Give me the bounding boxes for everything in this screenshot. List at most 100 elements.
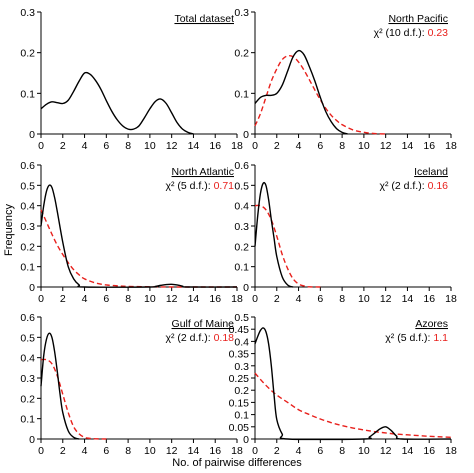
y-tick-label: 0.4: [20, 353, 35, 365]
observed-distribution-line: [254, 181, 294, 288]
y-tick-label: 0.25: [229, 373, 250, 385]
y-tick-label: 0.15: [229, 397, 250, 409]
x-tick-label: 12: [166, 445, 178, 457]
x-tick-label: 6: [317, 293, 323, 305]
panel-gulf-of-maine: 0 2 4 6 8 10 12 14 16 18 0 0.1 0.2 0.3 0.4 0.5 0.6 Gulf o…: [20, 312, 243, 457]
panel-total-dataset: 0 2 4 6 8 10 12 14 16 18 0 0.1 0.2 0.3 Total dataset: [20, 7, 243, 152]
y-tick-label: 0.5: [234, 180, 249, 192]
x-tick-label: 10: [144, 293, 156, 305]
y-tick-label: 0.6: [20, 160, 35, 172]
panel-title: Gulf of Maine: [172, 318, 235, 330]
y-tick-label: 0.3: [234, 7, 249, 19]
y-tick-label: 0.5: [20, 332, 35, 344]
chi-square-label: χ² (2 d.f.):: [165, 332, 213, 344]
observed-distribution-line: [254, 49, 348, 135]
x-tick-label: 4: [296, 445, 302, 457]
x-tick-label: 14: [402, 140, 414, 152]
y-tick-label: 0.4: [20, 201, 35, 213]
panel-title: Azores: [415, 318, 448, 330]
x-tick-label: 10: [144, 140, 156, 152]
y-tick-label: 0.6: [20, 312, 35, 324]
x-tick-label: 8: [125, 140, 131, 152]
y-tick-label: 0.1: [234, 262, 249, 274]
y-tick-label: 0.3: [20, 373, 35, 385]
y-tick-label: 0.1: [234, 88, 249, 100]
y-tick-label: 0.2: [234, 241, 249, 253]
x-tick-label: 8: [339, 293, 345, 305]
x-tick-label: 2: [60, 445, 66, 457]
x-tick-label: 12: [380, 140, 392, 152]
x-tick-label: 18: [445, 140, 457, 152]
x-tick-label: 0: [38, 445, 44, 457]
x-tick-label: 6: [103, 445, 109, 457]
x-tick-label: 10: [358, 140, 370, 152]
y-tick-label: 0.3: [20, 7, 35, 19]
y-tick-label: 0: [243, 434, 249, 446]
y-tick-label: 0.35: [229, 349, 250, 361]
x-tick-label: 0: [252, 293, 258, 305]
chi-square-statistic: χ² (2 d.f.): 0.16: [379, 180, 448, 192]
chi-square-statistic: χ² (5 d.f.): 0.71: [165, 180, 234, 192]
x-tick-label: 8: [125, 445, 131, 457]
observed-distribution-line: [40, 71, 194, 135]
x-tick-label: 0: [38, 293, 44, 305]
x-tick-label: 6: [317, 445, 323, 457]
x-tick-label: 2: [274, 293, 280, 305]
chi-square-label: χ² (5 d.f.):: [165, 180, 213, 192]
y-tick-label: 0.4: [234, 336, 249, 348]
x-tick-label: 4: [82, 293, 88, 305]
x-tick-label: 0: [252, 140, 258, 152]
y-tick-label: 0: [29, 434, 35, 446]
x-tick-label: 8: [339, 445, 345, 457]
x-tick-label: 14: [402, 293, 414, 305]
y-tick-label: 0.2: [234, 385, 249, 397]
y-tick-label: 0.1: [20, 88, 35, 100]
panel-north-atlantic: 0 2 4 6 8 10 12 14 16 18 0 0.1 0.2 0.3 0.4 0.5 0.6 North …: [20, 160, 243, 305]
x-tick-label: 2: [60, 140, 66, 152]
chi-square-value: 0.23: [428, 27, 449, 39]
x-tick-label: 4: [82, 445, 88, 457]
y-axis-label: Frequency: [3, 204, 15, 256]
x-tick-label: 16: [423, 293, 435, 305]
y-tick-label: 0.2: [20, 241, 35, 253]
y-tick-label: 0.4: [234, 201, 249, 213]
x-tick-label: 10: [358, 445, 370, 457]
x-tick-label: 6: [103, 140, 109, 152]
chi-square-statistic: χ² (10 d.f.): 0.23: [374, 27, 449, 39]
x-tick-label: 8: [339, 140, 345, 152]
chi-square-value: 0.16: [428, 180, 449, 192]
chi-square-value: 0.71: [214, 180, 235, 192]
x-tick-label: 14: [402, 445, 414, 457]
y-tick-label: 0.1: [20, 262, 35, 274]
x-tick-label: 16: [209, 140, 221, 152]
x-tick-label: 12: [166, 293, 178, 305]
x-tick-label: 14: [188, 445, 200, 457]
y-tick-label: 0.5: [20, 180, 35, 192]
x-tick-label: 2: [274, 445, 280, 457]
expected-distribution-line: [40, 358, 107, 440]
expected-distribution-line: [254, 55, 386, 135]
x-tick-label: 0: [252, 445, 258, 457]
chi-square-value: 1.1: [433, 332, 448, 344]
x-tick-label: 14: [188, 140, 200, 152]
x-tick-label: 6: [317, 140, 323, 152]
x-tick-label: 18: [231, 293, 243, 305]
observed-distribution-line: [40, 332, 80, 440]
y-tick-label: 0.2: [234, 48, 249, 60]
x-tick-label: 12: [166, 140, 178, 152]
y-tick-label: 0: [243, 282, 249, 294]
x-tick-label: 4: [296, 293, 302, 305]
x-tick-label: 2: [274, 140, 280, 152]
x-tick-label: 14: [188, 293, 200, 305]
chi-square-statistic: χ² (5 d.f.): 1.1: [385, 332, 448, 344]
panel-title: Iceland: [414, 166, 448, 178]
chi-square-label: χ² (10 d.f.):: [374, 27, 428, 39]
y-tick-label: 0.2: [20, 48, 35, 60]
x-tick-label: 4: [82, 140, 88, 152]
x-tick-label: 18: [445, 445, 457, 457]
chi-square-statistic: χ² (2 d.f.): 0.18: [165, 332, 234, 344]
y-tick-label: 0.6: [234, 160, 249, 172]
